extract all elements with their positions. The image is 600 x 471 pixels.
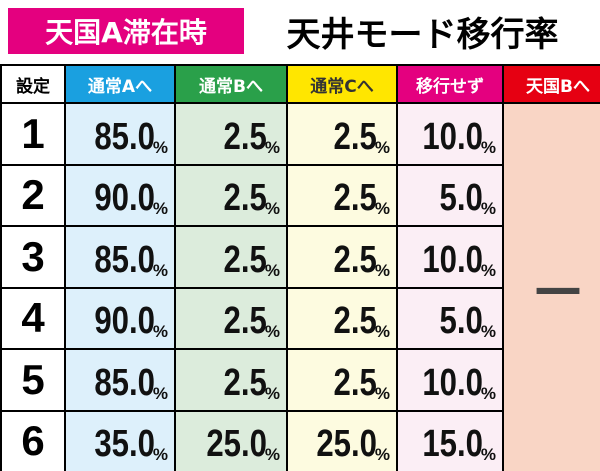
rate-cell: 2.5% — [288, 350, 396, 410]
rate-unit: % — [264, 260, 280, 280]
column-header: 天国Bへ — [504, 66, 600, 102]
rate-unit: % — [374, 260, 390, 280]
rate-unit: % — [152, 445, 168, 464]
column-header: 移行せず — [398, 66, 502, 102]
rate-value: 2.5 — [333, 300, 377, 342]
setting-label: 3 — [2, 227, 64, 287]
rate-cell: 5.0% — [398, 165, 502, 225]
rate-value: 10.0 — [422, 361, 483, 404]
rate-value: 35.0 — [94, 423, 155, 465]
rate-cell: 2.5% — [176, 104, 286, 164]
rate-unit: % — [480, 445, 496, 464]
badge: 天国A滞在時 — [8, 8, 244, 54]
rate-cell: 90.0% — [66, 165, 174, 225]
rate-value: 85.0 — [94, 361, 155, 404]
rate-unit: % — [374, 199, 390, 218]
setting-label: 2 — [2, 165, 64, 225]
column-header: 通常Aへ — [66, 66, 174, 102]
rate-cell: 2.5% — [288, 227, 396, 287]
rate-unit: % — [374, 322, 390, 341]
rate-unit: % — [152, 199, 168, 218]
rate-cell: 2.5% — [288, 165, 396, 225]
rate-cell: 25.0% — [176, 411, 286, 471]
rate-cell: 85.0% — [66, 350, 174, 410]
rate-value: 2.5 — [333, 361, 377, 404]
rate-value: 90.0 — [94, 300, 155, 342]
rate-cell: 10.0% — [398, 104, 502, 164]
rate-unit: % — [264, 137, 280, 157]
rate-value: 25.0 — [316, 423, 377, 465]
rate-unit: % — [480, 322, 496, 341]
rate-value: 90.0 — [94, 177, 155, 219]
rate-unit: % — [374, 383, 390, 403]
rate-cell: 2.5% — [176, 350, 286, 410]
rate-unit: % — [152, 137, 168, 157]
rate-cell: 85.0% — [66, 227, 174, 287]
column-header: 設定 — [2, 66, 64, 102]
rate-unit: % — [480, 199, 496, 218]
rate-value: 85.0 — [94, 115, 155, 158]
setting-label: 1 — [2, 104, 64, 164]
rate-value: 15.0 — [422, 423, 483, 465]
rate-value: 5.0 — [439, 177, 483, 219]
rate-value: 10.0 — [422, 238, 483, 281]
rate-unit: % — [264, 445, 280, 464]
rate-value: 5.0 — [439, 300, 483, 342]
rate-cell: 35.0% — [66, 411, 174, 471]
rate-cell: 15.0% — [398, 411, 502, 471]
column-header: 通常Bへ — [176, 66, 286, 102]
rate-value: 2.5 — [333, 177, 377, 219]
setting-label: 4 — [2, 288, 64, 348]
rate-unit: % — [480, 383, 496, 403]
rate-cell: 2.5% — [176, 227, 286, 287]
rate-value: 25.0 — [206, 423, 267, 465]
rate-value: 2.5 — [223, 361, 267, 404]
rate-unit: % — [480, 137, 496, 157]
rate-value: 10.0 — [422, 115, 483, 158]
merged-cell: — — [504, 104, 600, 471]
setting-label: 5 — [2, 350, 64, 410]
rate-unit: % — [152, 260, 168, 280]
column-header: 通常Cへ — [288, 66, 396, 102]
rate-unit: % — [480, 260, 496, 280]
rate-cell: 2.5% — [288, 288, 396, 348]
rate-unit: % — [374, 445, 390, 464]
rate-unit: % — [152, 322, 168, 341]
rate-cell: 90.0% — [66, 288, 174, 348]
rate-cell: 5.0% — [398, 288, 502, 348]
rate-cell: 2.5% — [176, 288, 286, 348]
rate-unit: % — [152, 383, 168, 403]
rate-cell: 2.5% — [176, 165, 286, 225]
rate-value: 2.5 — [223, 300, 267, 342]
rate-cell: 10.0% — [398, 227, 502, 287]
table: 設定 通常Aへ 通常Bへ 通常Cへ 移行せず 天国Bへ 1 85.0% 2.5% 2.5% 10.0… — [0, 64, 600, 471]
rate-unit: % — [374, 137, 390, 157]
title: 天井モード移行率 — [286, 14, 559, 55]
rate-value: 2.5 — [223, 177, 267, 219]
rate-value: 2.5 — [333, 238, 377, 281]
rate-cell: 2.5% — [288, 104, 396, 164]
rate-cell: 85.0% — [66, 104, 174, 164]
rate-value: 85.0 — [94, 238, 155, 281]
rate-cell: 10.0% — [398, 350, 502, 410]
rate-unit: % — [264, 199, 280, 218]
rate-unit: % — [264, 322, 280, 341]
rate-unit: % — [264, 383, 280, 403]
rate-value: 2.5 — [223, 115, 267, 158]
rate-cell: 25.0% — [288, 411, 396, 471]
setting-label: 6 — [2, 411, 64, 471]
rate-value: 2.5 — [223, 238, 267, 281]
rate-value: 2.5 — [333, 115, 377, 158]
